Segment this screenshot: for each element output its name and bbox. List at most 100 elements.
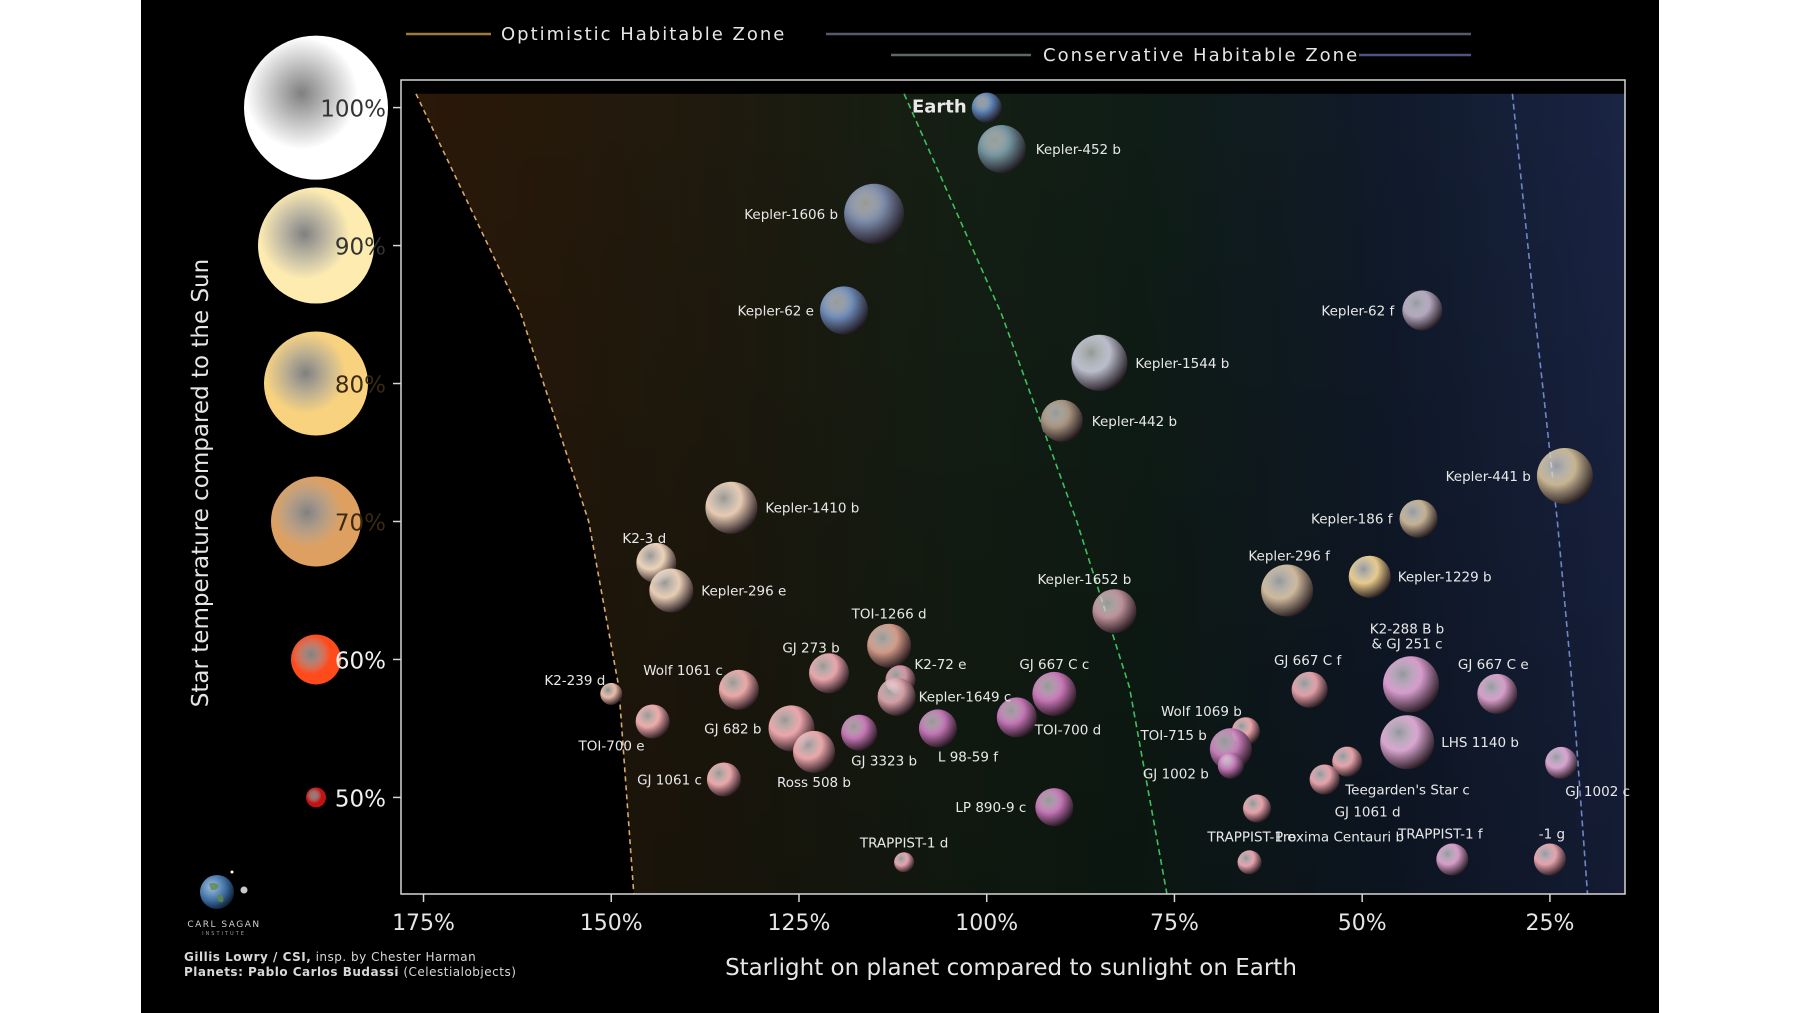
- planet-label: Kepler-186 f: [1311, 512, 1394, 528]
- planet-label: Kepler-1649 c: [919, 690, 1012, 706]
- planet-label: Proxima Centauri b: [1275, 830, 1404, 846]
- planet-label: LP 890-9 c: [955, 800, 1026, 816]
- planet-point: [1040, 399, 1083, 442]
- y-tick-label: 90%: [335, 235, 386, 261]
- credit-line-2: Planets: Pablo Carlos Budassi (Celestial…: [184, 965, 516, 979]
- planet-point: [1477, 673, 1518, 714]
- y-axis-label: Star temperature compared to the Sun: [188, 259, 214, 707]
- optimistic-zone-label: Optimistic Habitable Zone: [501, 24, 786, 45]
- planet-label: GJ 3323 b: [851, 754, 917, 770]
- planet-label: TOI-1266 d: [851, 607, 927, 623]
- star-disc-70: [271, 476, 361, 567]
- credit-line-1: Gillis Lowry / CSI, insp. by Chester Har…: [184, 950, 476, 964]
- planet-label: TRAPPIST-1 f: [1397, 827, 1484, 843]
- star-disc-50: [306, 787, 326, 808]
- planet-label: GJ 682 b: [704, 721, 761, 737]
- star-disc-80: [264, 331, 368, 436]
- credit-source: (Celestialobjects): [399, 965, 517, 979]
- planet-point: [1291, 671, 1328, 708]
- planet-point: [1035, 788, 1074, 827]
- planet-label: GJ 667 C f: [1274, 653, 1343, 669]
- planet-label: GJ 1002 c: [1565, 784, 1630, 800]
- planet-label: Kepler-442 b: [1092, 414, 1177, 430]
- chart-canvas: Optimistic Habitable Zone Conservative Ha…: [141, 0, 1659, 1013]
- planet-label: L 98-59 f: [938, 749, 999, 765]
- plot-frame: [400, 79, 1626, 895]
- x-tick-label: 175%: [392, 911, 455, 936]
- planet-point: [635, 704, 670, 739]
- planet-label: -1 g: [1539, 827, 1565, 843]
- planet-label: Kepler-452 b: [1036, 142, 1121, 158]
- planet-point: [1092, 589, 1137, 634]
- x-tick-label: 25%: [1525, 911, 1574, 936]
- planet-label: TOI-715 b: [1139, 728, 1206, 744]
- planet-point: [1243, 794, 1271, 823]
- planet-point: [649, 568, 694, 613]
- planet-label: GJ 667 C e: [1458, 657, 1529, 673]
- planet-point: [706, 762, 741, 797]
- x-axis-label: Starlight on planet compared to sunlight…: [725, 955, 1297, 981]
- y-tick-label: 70%: [335, 510, 386, 536]
- star-disc-100: [244, 35, 388, 180]
- planet-label: LHS 1140 b: [1441, 735, 1519, 751]
- y-tick-label: 60%: [335, 648, 386, 674]
- planet-point: [844, 183, 905, 244]
- planet-point: [1261, 564, 1314, 617]
- planet-point: [977, 125, 1026, 173]
- x-tick-label: 150%: [580, 911, 643, 936]
- optimistic-inner-boundary: [415, 93, 635, 895]
- y-tick-label: 80%: [335, 373, 386, 399]
- planet-label: TRAPPIST-1 e: [1206, 829, 1295, 845]
- x-tick-label: 100%: [955, 911, 1018, 936]
- planet-label: Kepler-62 f: [1321, 303, 1395, 319]
- planet-point: [1332, 746, 1363, 777]
- planet-label: Kepler-1652 b: [1037, 572, 1131, 588]
- planet-label: Kepler-1229 b: [1398, 570, 1492, 586]
- x-tick-label: 50%: [1338, 911, 1387, 936]
- planet-point: [705, 481, 758, 534]
- planet-label: Wolf 1061 c: [643, 663, 723, 679]
- planet-point: [918, 709, 957, 748]
- planet-label: GJ 667 C c: [1019, 657, 1089, 673]
- planet-point: [1402, 290, 1443, 331]
- star-disc-60: [291, 634, 341, 685]
- planet-point: [1399, 499, 1438, 538]
- star-disc-90: [258, 187, 374, 304]
- planet-label: Kepler-441 b: [1446, 469, 1531, 485]
- credit-author: Gillis Lowry / CSI,: [184, 950, 312, 964]
- planet-label: Kepler-62 e: [738, 303, 814, 319]
- planet-point: [809, 653, 849, 694]
- y-tick-label: 100%: [320, 97, 386, 123]
- logo-subtitle: INSTITUTE: [202, 931, 246, 937]
- planet-label: K2-288 B b & GJ 251 c: [1370, 621, 1445, 652]
- conservative-zone-label: Conservative Habitable Zone: [1043, 45, 1359, 66]
- planet-point: [867, 623, 912, 668]
- credit-planets: Planets: Pablo Carlos Budassi: [184, 965, 400, 979]
- earth-moon-logo-icon: [200, 870, 248, 909]
- planet-point: [1217, 752, 1244, 779]
- logo-wordmark: CARL SAGAN: [187, 920, 261, 930]
- planet-label: K2-3 d: [622, 531, 666, 547]
- planet-point: [1533, 843, 1566, 876]
- x-tick-label: 75%: [1150, 911, 1199, 936]
- planet-point: [1071, 334, 1128, 391]
- planet-point: [1536, 448, 1593, 504]
- planet-label: Kepler-1410 b: [765, 501, 859, 517]
- planet-point: [1032, 671, 1077, 716]
- planet-point: [1436, 843, 1469, 876]
- planet-point: [971, 92, 1002, 123]
- planet-label: Ross 508 b: [777, 775, 851, 791]
- planet-point: [1383, 656, 1439, 713]
- planet-point: [1348, 555, 1391, 598]
- credit-inspiration: insp. by Chester Harman: [311, 950, 477, 964]
- carl-sagan-logo: CARL SAGAN INSTITUTE: [169, 870, 279, 940]
- planet-label: GJ 273 b: [782, 640, 839, 656]
- planet-point: [1380, 715, 1435, 770]
- planet-label: GJ 1061 c: [637, 773, 702, 789]
- conservative-inner-boundary: [903, 93, 1168, 895]
- zone-shading: [416, 93, 1625, 894]
- planet-label: TOI-700 d: [1034, 722, 1101, 738]
- planet-label: Kepler-1606 b: [744, 207, 838, 223]
- planet-point: [1545, 746, 1578, 779]
- planet-label: Wolf 1069 b: [1161, 704, 1242, 720]
